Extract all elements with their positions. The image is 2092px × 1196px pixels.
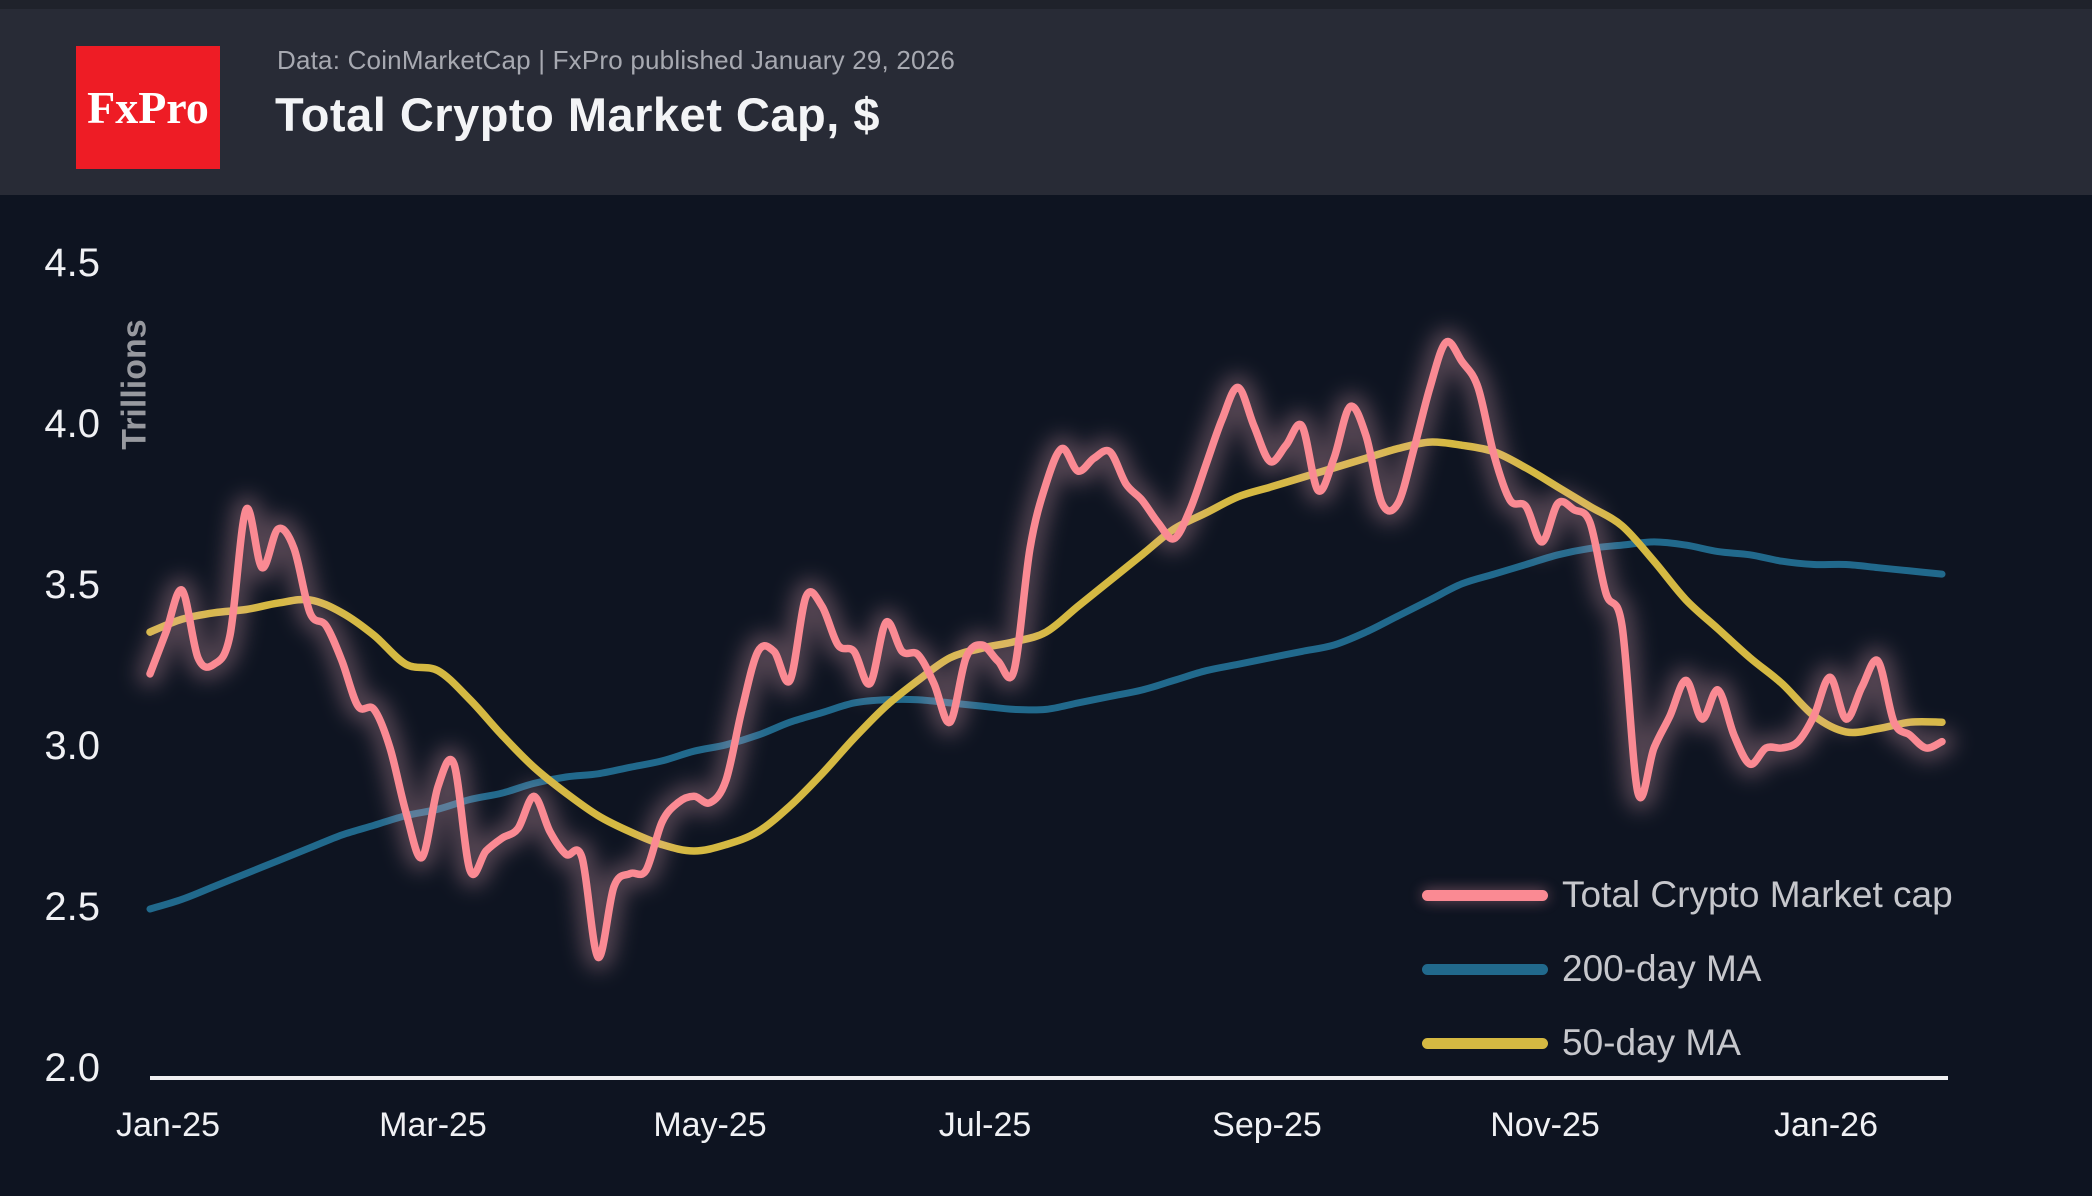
legend-label: 50-day MA [1562,1022,1741,1063]
y-axis-title-text: Trillions [115,319,154,450]
ma200-line [146,538,1946,913]
x-tick-label: Nov-25 [1490,1106,1600,1144]
y-tick-label: 2.0 [44,1046,100,1090]
fxpro-logo: FxPro [76,46,220,169]
chart-legend: Total Crypto Market cap 200-day MA 50-da… [1422,858,1953,1080]
x-tick-label: Jan-25 [116,1106,220,1144]
x-tick-label: May-25 [653,1106,767,1144]
legend-label: Total Crypto Market cap [1562,874,1953,915]
y-tick-label: 3.5 [44,563,100,607]
header-bar: FxPro Data: CoinMarketCap | FxPro publis… [0,9,2092,195]
y-tick-label: 2.5 [44,885,100,929]
x-tick-label: Jul-25 [938,1106,1032,1144]
legend-item-market-cap: Total Crypto Market cap [1422,858,1953,932]
market-cap-line [146,337,1946,962]
ma200-swatch [1422,963,1548,975]
source-line: Data: CoinMarketCap | FxPro published Ja… [277,45,956,75]
y-tick-label: 4.5 [44,241,100,285]
page-title: Total Crypto Market Cap, $ [275,88,880,141]
y-tick-label: 3.0 [44,724,100,768]
fxpro-logo-text: FxPro [87,82,209,133]
y-axis-title: Trillions [112,262,158,502]
x-tick-label: Sep-25 [1212,1106,1322,1144]
y-tick-label: 4.0 [44,402,100,446]
legend-item-ma50: 50-day MA [1422,1006,1953,1080]
ma50-swatch [1422,1037,1548,1049]
legend-label: 200-day MA [1562,948,1762,989]
legend-item-ma200: 200-day MA [1422,932,1953,1006]
top-strip [0,0,2092,9]
x-tick-label: Mar-25 [379,1106,487,1144]
market-cap-swatch [1422,889,1548,901]
x-tick-label: Jan-26 [1774,1106,1878,1144]
ma50-line [146,438,1946,855]
